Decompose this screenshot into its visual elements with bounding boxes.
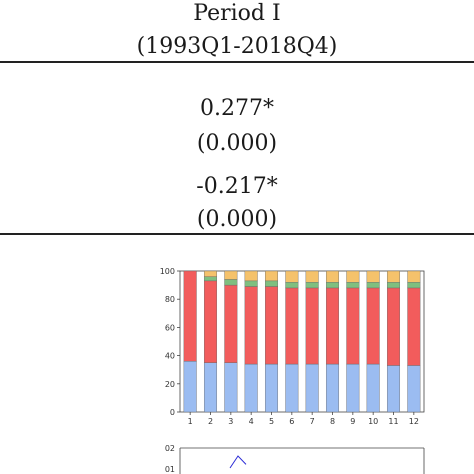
bar-segment bbox=[325, 287, 340, 365]
bar-segment bbox=[244, 363, 258, 413]
table-header-period: Period I bbox=[193, 1, 281, 26]
y-tick-label: 01 bbox=[165, 465, 175, 474]
bar-segment bbox=[285, 363, 299, 413]
bar-segment bbox=[264, 270, 279, 282]
row2-pvalue: (0.000) bbox=[196, 207, 278, 232]
bar-segment bbox=[366, 363, 380, 413]
bar-segment bbox=[285, 270, 299, 283]
bar-segment bbox=[285, 282, 299, 289]
row2-coefficient: -0.217* bbox=[196, 174, 278, 199]
series-line bbox=[229, 455, 247, 469]
bar-segment bbox=[325, 270, 340, 283]
x-tick-label: 8 bbox=[330, 417, 335, 426]
bar-segment bbox=[224, 362, 238, 413]
bar-segment bbox=[305, 363, 319, 413]
y-tick-label: 20 bbox=[165, 380, 175, 389]
bar-segment bbox=[264, 363, 279, 413]
bar-segment bbox=[264, 280, 279, 287]
bar-segment bbox=[407, 365, 421, 413]
bar-segment bbox=[244, 280, 258, 287]
bar-segment bbox=[325, 363, 340, 413]
bar-segment bbox=[305, 287, 319, 365]
y-tick-label: 100 bbox=[160, 267, 175, 276]
table-top-rule bbox=[0, 61, 474, 63]
bar-segment bbox=[305, 270, 319, 283]
bar-segment bbox=[285, 287, 299, 365]
bar-segment bbox=[366, 270, 380, 283]
y-tick-label: 02 bbox=[165, 444, 175, 453]
bar-segment bbox=[346, 287, 360, 365]
row1-coefficient: 0.277* bbox=[200, 96, 274, 121]
y-tick-label: 80 bbox=[165, 295, 175, 304]
x-tick-label: 2 bbox=[208, 417, 213, 426]
x-tick-label: 11 bbox=[388, 417, 398, 426]
table-bottom-rule bbox=[0, 233, 474, 235]
x-tick-label: 3 bbox=[228, 417, 233, 426]
bar-segment bbox=[264, 286, 279, 365]
bar-segment bbox=[366, 282, 380, 289]
x-tick-label: 1 bbox=[188, 417, 193, 426]
bar-segment bbox=[366, 287, 380, 365]
bar-segment bbox=[407, 287, 421, 366]
bar-segment bbox=[244, 286, 258, 365]
x-tick-label: 12 bbox=[409, 417, 419, 426]
x-tick-label: 9 bbox=[350, 417, 355, 426]
bar-segment bbox=[224, 270, 238, 280]
bar-segment bbox=[203, 280, 218, 363]
bar-segment bbox=[203, 276, 218, 282]
bar-segment bbox=[203, 362, 218, 413]
plot-frame bbox=[179, 270, 425, 413]
y-tick-label: 0 bbox=[170, 408, 175, 417]
x-tick-label: 6 bbox=[289, 417, 294, 426]
y-tick-label: 40 bbox=[165, 352, 175, 361]
bar-segment bbox=[325, 282, 340, 289]
line-chart-panel: 02 01 bbox=[165, 444, 425, 474]
bar-segment bbox=[203, 270, 218, 277]
x-tick-label: 7 bbox=[310, 417, 315, 426]
bar-segment bbox=[386, 282, 401, 289]
x-tick-label: 4 bbox=[249, 417, 254, 426]
bar-segment bbox=[224, 284, 238, 363]
row1-pvalue: (0.000) bbox=[196, 131, 278, 156]
bar-segment bbox=[386, 287, 401, 366]
bar-segment bbox=[244, 270, 258, 282]
bar-segment bbox=[407, 282, 421, 289]
bar-segment bbox=[346, 270, 360, 283]
y-tick-label: 60 bbox=[165, 323, 175, 332]
bar-segment bbox=[346, 363, 360, 413]
bar-segment bbox=[183, 270, 197, 362]
bar-segment bbox=[386, 365, 401, 413]
bar-segment bbox=[305, 282, 319, 289]
table-header-range: (1993Q1-2018Q4) bbox=[136, 34, 338, 59]
bar-segment bbox=[346, 282, 360, 289]
bar-segment bbox=[224, 279, 238, 286]
bar-segment bbox=[183, 361, 197, 413]
x-tick-label: 10 bbox=[368, 417, 378, 426]
bar-segment bbox=[386, 270, 401, 283]
x-tick-label: 5 bbox=[269, 417, 274, 426]
bar-segment bbox=[407, 270, 421, 283]
